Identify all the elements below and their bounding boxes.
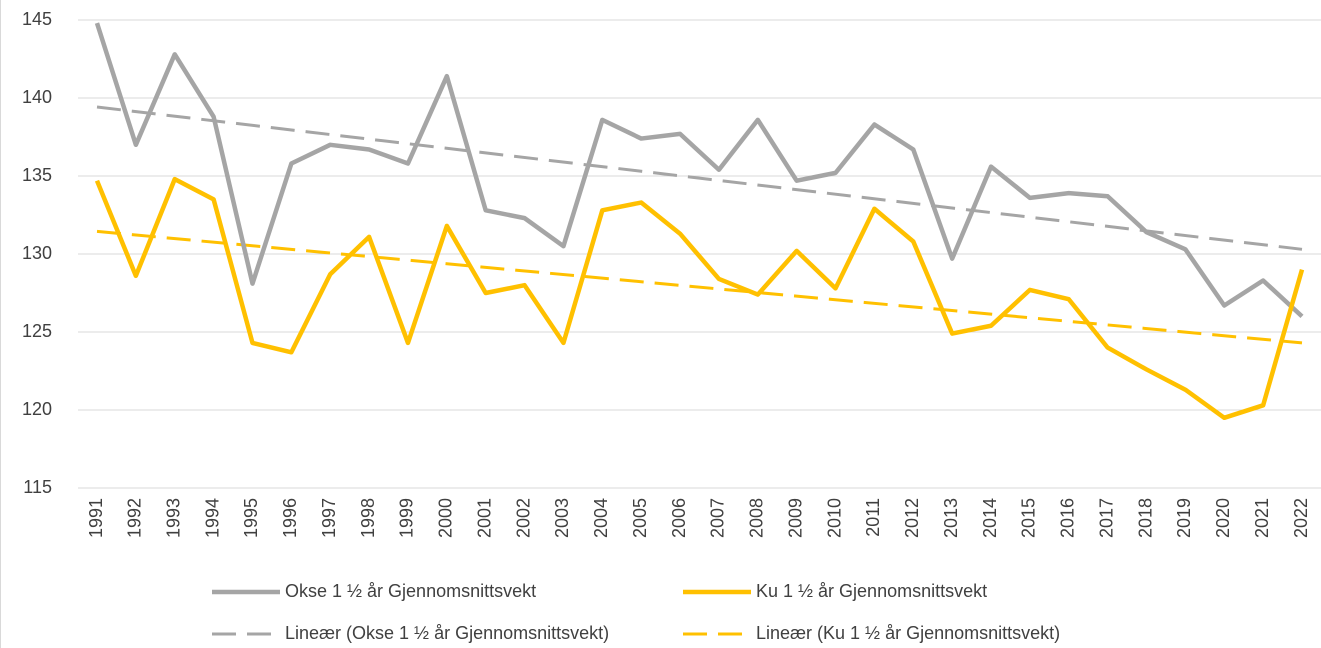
x-tick-label: 1993 <box>163 498 183 538</box>
legend-label: Okse 1 ½ år Gjennomsnittsvekt <box>285 581 536 601</box>
x-tick-label: 2019 <box>1174 498 1194 538</box>
x-tick-label: 1994 <box>202 498 222 538</box>
legend-label: Lineær (Ku 1 ½ år Gjennomsnittsvekt) <box>756 623 1060 643</box>
y-tick-label: 145 <box>22 9 52 29</box>
x-tick-label: 2018 <box>1135 498 1155 538</box>
x-tick-label: 1991 <box>86 498 106 538</box>
data-line <box>94 176 1305 421</box>
x-tick-label: 2014 <box>980 498 1000 538</box>
trend-line <box>96 229 1303 345</box>
x-tick-label: 2022 <box>1291 498 1311 538</box>
x-tick-label: 2012 <box>902 498 922 538</box>
x-tick-label: 2010 <box>824 498 844 538</box>
x-tick-label: 1996 <box>280 498 300 538</box>
x-tick-label: 1999 <box>397 498 417 538</box>
x-tick-label: 1995 <box>241 498 261 538</box>
y-tick-label: 135 <box>22 165 52 185</box>
y-tick-label: 140 <box>22 87 52 107</box>
y-tick-label: 115 <box>23 477 52 497</box>
x-tick-label: 1997 <box>319 498 339 538</box>
x-tick-label: 2009 <box>785 498 805 538</box>
trend-line <box>96 105 1303 251</box>
legend-label: Ku 1 ½ år Gjennomsnittsvekt <box>756 581 987 601</box>
x-tick-label: 2002 <box>513 498 533 538</box>
legend-label: Lineær (Okse 1 ½ år Gjennomsnittsvekt) <box>285 623 609 643</box>
x-tick-label: 2015 <box>1019 498 1039 538</box>
x-tick-label: 2006 <box>669 498 689 538</box>
x-tick-label: 2005 <box>630 498 650 538</box>
y-tick-label: 125 <box>22 321 52 341</box>
x-tick-label: 2021 <box>1252 498 1272 538</box>
x-tick-label: 1992 <box>125 498 145 538</box>
y-tick-label: 120 <box>22 399 52 419</box>
x-tick-label: 2007 <box>708 498 728 538</box>
x-tick-label: 2000 <box>436 498 456 538</box>
x-tick-label: 2020 <box>1213 498 1233 538</box>
x-tick-label: 2008 <box>747 498 767 538</box>
x-tick-label: 1998 <box>358 498 378 538</box>
x-tick-label: 2013 <box>941 498 961 538</box>
x-tick-label: 2016 <box>1058 498 1078 538</box>
x-tick-label: 2011 <box>863 498 883 537</box>
x-tick-label: 2004 <box>591 498 611 538</box>
data-line <box>94 22 1304 319</box>
x-tick-label: 2017 <box>1096 498 1116 538</box>
y-tick-label: 130 <box>22 243 52 263</box>
x-tick-label: 2001 <box>474 498 494 538</box>
x-tick-label: 2003 <box>552 498 572 538</box>
